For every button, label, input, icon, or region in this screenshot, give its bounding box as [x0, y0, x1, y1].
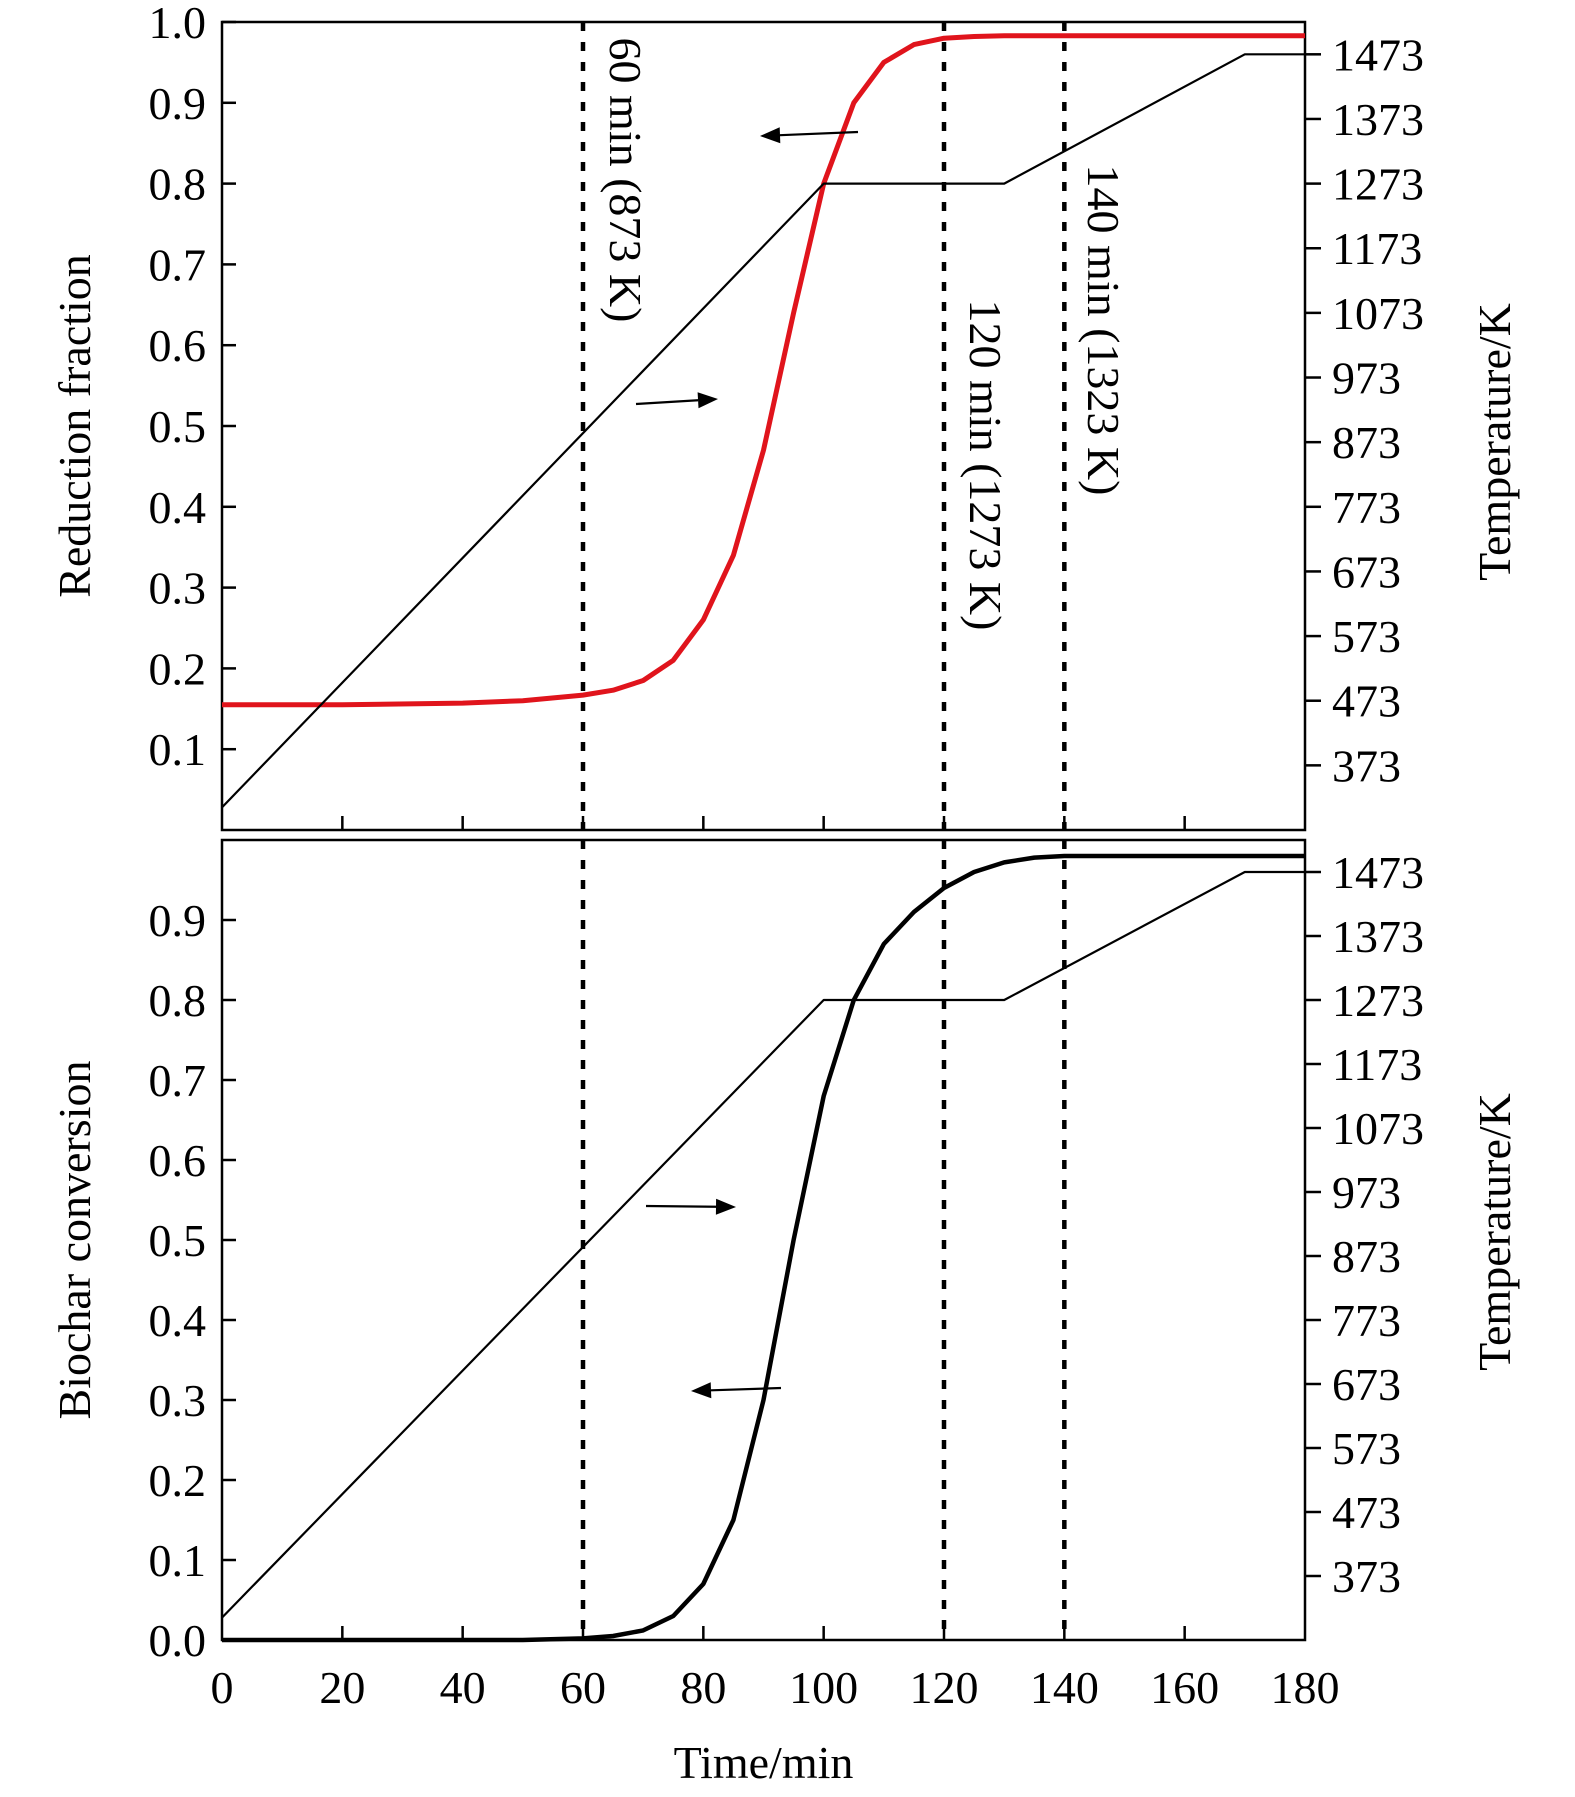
top-y2-axis-title: Temperature/K	[1469, 303, 1520, 581]
bottom-y2-tick-label: 1073	[1332, 1103, 1424, 1154]
bottom-y-tick-label: 0.2	[149, 1455, 207, 1506]
bottom-y2-tick-label: 1473	[1332, 847, 1424, 898]
axis-pointer-arrow	[635, 399, 699, 406]
bottom-y-tick-label: 0.4	[149, 1295, 207, 1346]
top-y2-tick-label: 973	[1332, 353, 1401, 404]
top-y-tick-label: 0.1	[149, 724, 207, 775]
top-y2-tick-label: 873	[1332, 417, 1401, 468]
top-y2-tick-label: 573	[1332, 611, 1401, 662]
bottom-x-axis-title: Time/min	[674, 1737, 854, 1788]
bottom-x-tick-label: 60	[560, 1662, 606, 1713]
top-y-tick-label: 0.6	[149, 320, 207, 371]
top-panel: 0.1 0.2 0.3 0.4 0.5 0.6 0.7 0.8 0.9 1.0 373 473 573 6…	[49, 0, 1520, 832]
top-y-tick-label: 0.7	[149, 239, 207, 290]
bottom-y2-tick-label: 1273	[1332, 975, 1424, 1026]
top-y2-tick-label: 1373	[1332, 94, 1424, 145]
vline-annotation: 60 min (873 K)	[600, 38, 651, 323]
bottom-x-tick-label: 100	[789, 1662, 858, 1713]
bottom-x-tick-label: 160	[1150, 1662, 1219, 1713]
bottom-y-axis-title: Biochar conversion	[49, 1061, 100, 1420]
top-y-tick-label: 0.4	[149, 482, 207, 533]
top-reduction-curve	[222, 33, 1305, 708]
bottom-y-tick-label: 0.9	[149, 895, 207, 946]
top-y2-tick-label: 673	[1332, 546, 1401, 597]
top-y2-tick-label: 1473	[1332, 29, 1424, 80]
bottom-x-tick-label: 140	[1030, 1662, 1099, 1713]
top-y-tick-label: 0.5	[149, 401, 207, 452]
bottom-y-tick-label: 0.5	[149, 1215, 207, 1266]
top-temperature-line	[221, 53, 1305, 809]
bottom-x-tick-label: 20	[319, 1662, 365, 1713]
vline-annotation: 140 min (1323 K)	[1078, 165, 1129, 496]
bottom-y2-tick-label: 973	[1332, 1167, 1401, 1218]
bottom-panel: 0.0 0.1 0.2 0.3 0.4 0.5 0.6 0.7 0.8 0.9 373 473 573 6…	[49, 838, 1520, 1788]
bottom-x-tick-label: 180	[1271, 1662, 1340, 1713]
bottom-y2-tick-label: 1173	[1332, 1039, 1422, 1090]
bottom-x-tick-label: 120	[910, 1662, 979, 1713]
bottom-plot-frame	[220, 838, 1307, 1642]
top-y-tick-label: 1.0	[149, 0, 207, 48]
top-y-tick-label: 0.3	[149, 563, 207, 614]
bottom-x-tick-label: 0	[211, 1662, 234, 1713]
bottom-y-tick-label: 0.3	[149, 1375, 207, 1426]
bottom-x-tick-label: 40	[440, 1662, 486, 1713]
top-y2-tick-label: 473	[1332, 676, 1401, 727]
arrow-head	[691, 1382, 712, 1399]
top-y-axis-title: Reduction fraction	[49, 254, 100, 598]
bottom-y2-tick-label: 1373	[1332, 911, 1424, 962]
bottom-y2-tick-label: 773	[1332, 1295, 1401, 1346]
bottom-y-tick-label: 0.6	[149, 1135, 207, 1186]
axis-pointer-arrow	[645, 1204, 717, 1208]
arrow-head	[715, 1198, 736, 1215]
bottom-conversion-curve	[222, 853, 1305, 1643]
bottom-x-tick-label: 80	[680, 1662, 726, 1713]
bottom-y-tick-label: 0.1	[149, 1535, 207, 1586]
bottom-y2-axis-title: Temperature/K	[1469, 1093, 1520, 1371]
top-y-tick-label: 0.2	[149, 643, 207, 694]
top-y2-tick-label: 773	[1332, 482, 1401, 533]
top-y-tick-label: 0.8	[149, 159, 207, 210]
bottom-y2-tick-label: 373	[1332, 1551, 1401, 1602]
vline-annotation: 120 min (1273 K)	[960, 300, 1011, 631]
axis-pointer-arrow	[710, 1386, 782, 1392]
top-y2-tick-label: 373	[1332, 740, 1401, 791]
top-y2-tick-label: 1173	[1332, 223, 1422, 274]
top-y-tick-label: 0.9	[149, 78, 207, 129]
bottom-y-tick-label: 0.8	[149, 975, 207, 1026]
bottom-y2-tick-label: 873	[1332, 1231, 1401, 1282]
arrow-head	[760, 127, 781, 144]
bottom-temperature-line	[221, 870, 1305, 1619]
bottom-y2-tick-label: 473	[1332, 1487, 1401, 1538]
bottom-y2-tick-label: 673	[1332, 1359, 1401, 1410]
top-y2-tick-label: 1273	[1332, 159, 1424, 210]
top-y2-tick-label: 1073	[1332, 288, 1424, 339]
bottom-y2-tick-label: 573	[1332, 1423, 1401, 1474]
top-plot-frame	[220, 20, 1307, 832]
bottom-y-tick-label: 0.0	[149, 1615, 207, 1666]
bottom-y-tick-label: 0.7	[149, 1055, 207, 1106]
arrow-head	[697, 392, 718, 409]
axis-pointer-arrow	[779, 130, 859, 137]
